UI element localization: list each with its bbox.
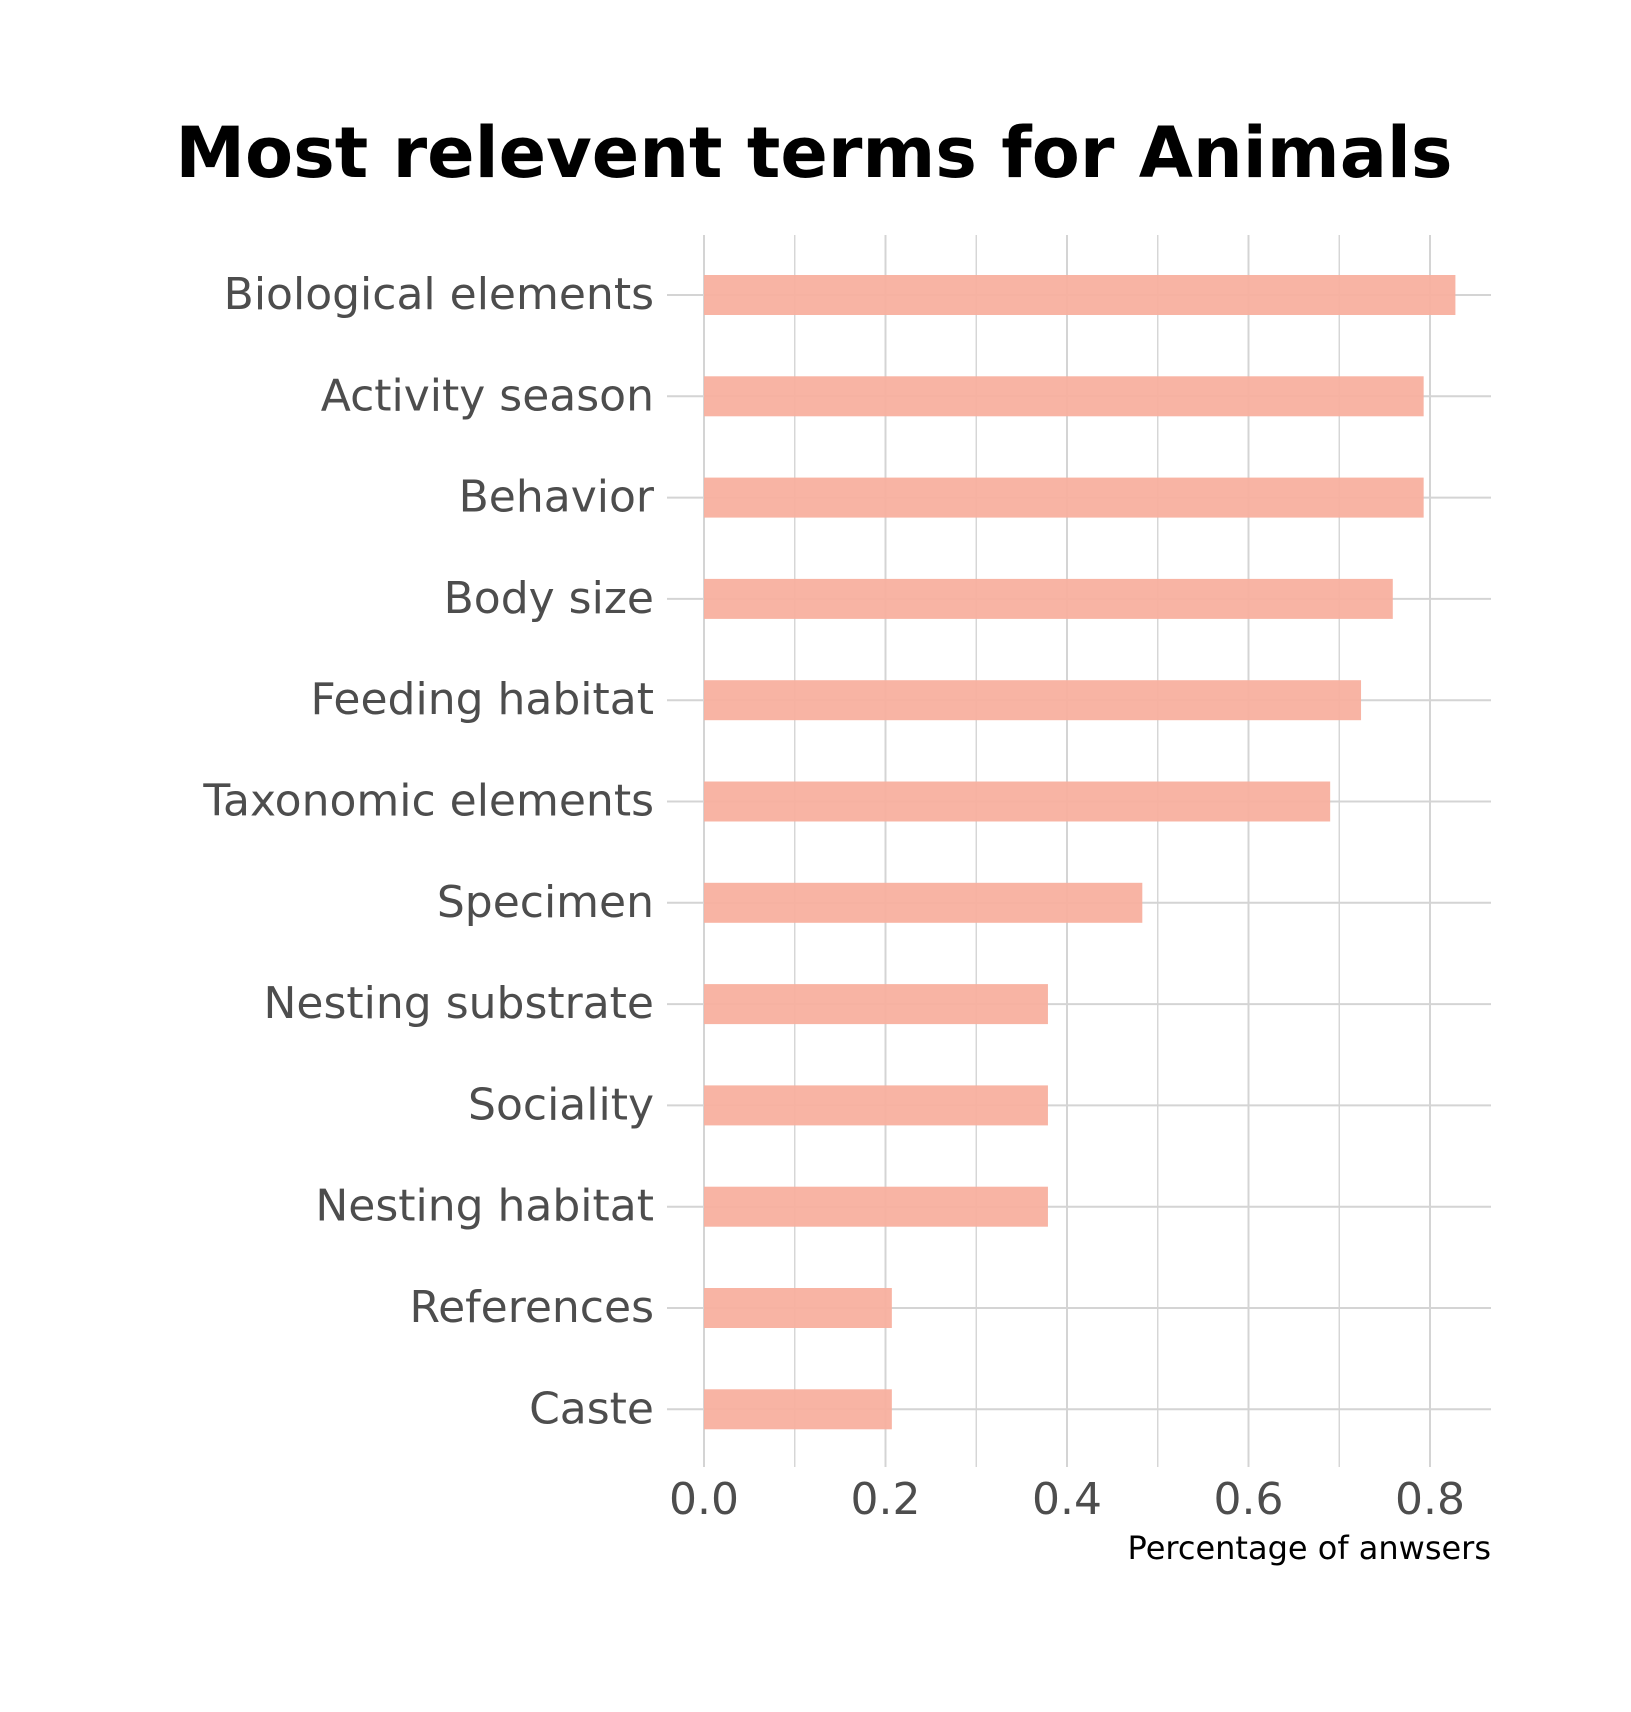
bar (704, 680, 1362, 721)
x-tick-label: 0.0 (669, 1474, 739, 1525)
category-label: Biological elements (224, 269, 654, 320)
x-tick-label: 0.8 (1395, 1474, 1465, 1525)
category-label: References (410, 1282, 655, 1333)
bar (704, 477, 1424, 518)
x-tick-label: 0.4 (1032, 1474, 1102, 1525)
bar (704, 376, 1424, 417)
category-label: Nesting habitat (315, 1181, 654, 1232)
x-tick-label: 0.6 (1214, 1474, 1284, 1525)
bar (704, 1186, 1048, 1227)
category-label: Nesting substrate (264, 978, 654, 1029)
bar (704, 1288, 892, 1328)
x-tick-label: 0.2 (851, 1474, 921, 1525)
bar (704, 1085, 1048, 1126)
category-labels: Biological elements Activity season Behavi… (202, 269, 654, 1434)
bars (704, 275, 1456, 1430)
grid-lines (667, 235, 1491, 1467)
category-label: Caste (529, 1383, 654, 1434)
bar (704, 882, 1143, 923)
category-label: Specimen (437, 877, 654, 928)
category-label: Activity season (321, 370, 654, 421)
x-tick-labels: 0.0 0.2 0.4 0.6 0.8 (669, 1474, 1465, 1525)
x-axis-title: Percentage of anwsers (1128, 1529, 1491, 1567)
category-label: Taxonomic elements (202, 776, 654, 827)
category-label: Feeding habitat (311, 674, 654, 725)
chart-title: Most relevent terms for Animals (175, 112, 1452, 194)
bar (704, 578, 1393, 619)
bar (704, 781, 1331, 822)
category-label: Behavior (459, 472, 655, 523)
category-label: Sociality (468, 1079, 654, 1130)
bar (704, 1389, 892, 1430)
bar (704, 275, 1456, 315)
bar (704, 984, 1048, 1025)
category-label: Body size (444, 573, 654, 624)
